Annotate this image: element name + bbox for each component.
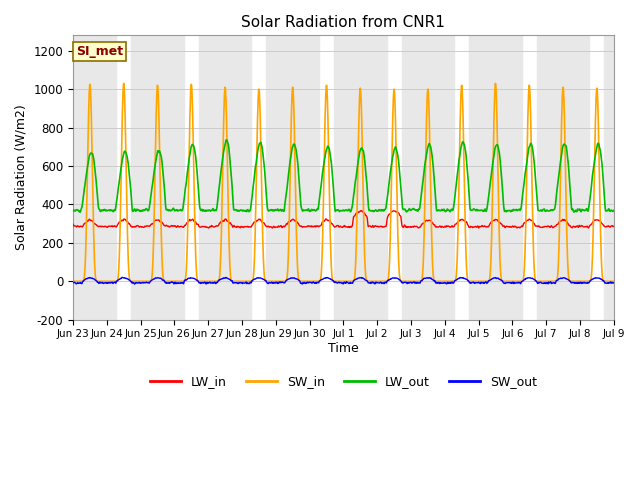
Bar [580, 36, 589, 320]
Bar [344, 36, 353, 320]
Bar [73, 36, 83, 320]
Bar [73, 36, 107, 320]
Bar [208, 36, 242, 320]
Bar [445, 36, 454, 320]
Bar [537, 36, 546, 320]
Bar [242, 36, 252, 320]
Bar [401, 36, 411, 320]
Bar [411, 36, 420, 320]
Bar [141, 36, 150, 320]
Bar [469, 36, 479, 320]
Bar [300, 36, 310, 320]
Bar [310, 36, 319, 320]
Bar [479, 36, 513, 320]
Legend: LW_in, SW_in, LW_out, SW_out: LW_in, SW_in, LW_out, SW_out [145, 370, 542, 393]
Bar [368, 36, 377, 320]
Bar [411, 36, 445, 320]
Bar [199, 36, 208, 320]
Bar [503, 36, 513, 320]
Bar [513, 36, 522, 320]
Bar [131, 36, 141, 320]
Bar [479, 36, 488, 320]
Bar [97, 36, 107, 320]
Title: Solar Radiation from CNR1: Solar Radiation from CNR1 [241, 15, 445, 30]
Bar [604, 36, 614, 320]
Bar [435, 36, 445, 320]
Bar [175, 36, 184, 320]
Bar [334, 36, 344, 320]
Bar [208, 36, 218, 320]
Text: SI_met: SI_met [76, 45, 123, 58]
Bar [232, 36, 242, 320]
Y-axis label: Solar Radiation (W/m2): Solar Radiation (W/m2) [15, 105, 28, 251]
Bar [344, 36, 377, 320]
Bar [546, 36, 580, 320]
Bar [276, 36, 310, 320]
Bar [570, 36, 580, 320]
Bar [377, 36, 387, 320]
Bar [107, 36, 116, 320]
Bar [165, 36, 175, 320]
Bar [546, 36, 556, 320]
Bar [266, 36, 276, 320]
Bar [141, 36, 175, 320]
X-axis label: Time: Time [328, 342, 359, 355]
Bar [276, 36, 285, 320]
